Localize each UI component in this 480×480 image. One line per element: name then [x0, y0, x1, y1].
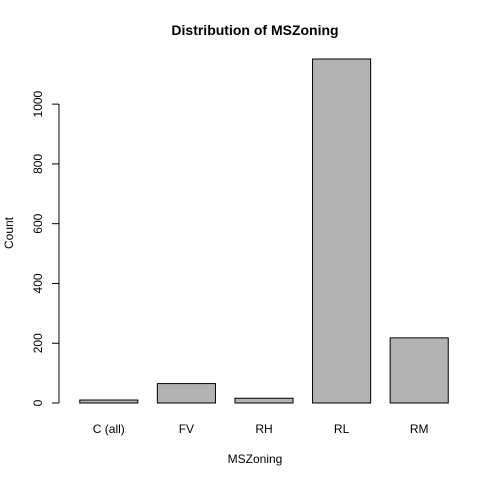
x-tick-label: RL [334, 422, 350, 436]
y-tick-label: 800 [31, 154, 45, 174]
x-tick-labels: C (all) FV RH RL RM [93, 422, 429, 436]
bars [79, 58, 449, 404]
bar-rl [312, 58, 372, 404]
bar-fv [156, 383, 216, 404]
y-tick-label: 200 [31, 333, 45, 353]
x-tick-label: C (all) [93, 422, 125, 436]
y-tick-label: 0 [31, 399, 45, 406]
chart-title: Distribution of MSZoning [171, 22, 338, 38]
y-tick-label: 1000 [31, 90, 45, 117]
x-axis-label: MSZoning [228, 452, 283, 466]
y-axis-label: Count [2, 216, 16, 249]
x-tick-label: RH [255, 422, 272, 436]
y-tick-label: 600 [31, 213, 45, 233]
y-axis: 0 200 400 600 800 1000 [31, 90, 60, 406]
bar-c-all [79, 399, 139, 404]
x-tick-label: RM [410, 422, 429, 436]
bar-rm [389, 337, 449, 404]
x-tick-label: FV [179, 422, 194, 436]
y-tick-label: 400 [31, 273, 45, 293]
bar-rh [234, 397, 294, 404]
